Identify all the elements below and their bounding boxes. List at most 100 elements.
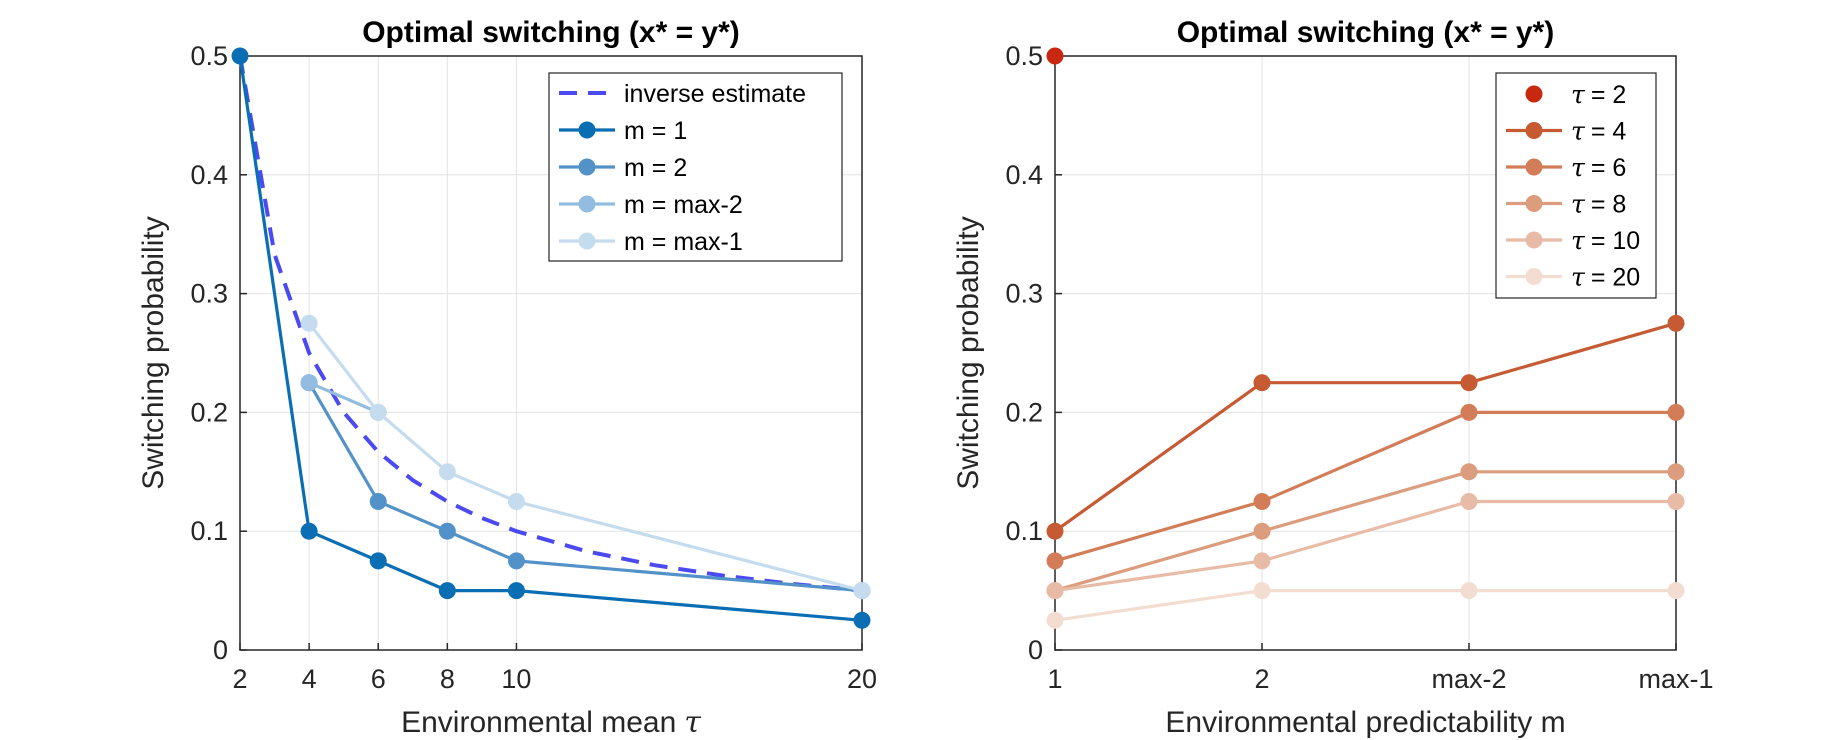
y-tick-label: 0.1 xyxy=(1005,516,1043,546)
series-line xyxy=(1054,499,1676,593)
legend-entry: m = 1 xyxy=(559,117,687,145)
data-point xyxy=(1667,493,1685,510)
data-point xyxy=(369,552,387,570)
data-point xyxy=(1046,552,1064,570)
legend-entry: τ = 4 xyxy=(1506,117,1626,146)
legend-marker xyxy=(1525,85,1543,103)
data-point xyxy=(300,374,318,392)
series-1 xyxy=(231,47,871,629)
legend-symbol: τ xyxy=(1571,263,1586,292)
legend-label: τ = 10 xyxy=(1571,226,1640,255)
x-tick-label: 10 xyxy=(501,664,531,694)
legend-label: m = max-1 xyxy=(624,228,743,256)
y-axis-label: Switching probability xyxy=(137,216,170,489)
data-point xyxy=(507,493,525,510)
right-chart: 1 2 max-2 max-1 0 0.1 0.2 0.3 0.4 0.5 Optimal swit… xyxy=(952,16,1714,739)
legend-label: τ = 6 xyxy=(1571,153,1626,182)
y-tick-label: 0.4 xyxy=(1005,160,1043,190)
y-tick-label: 0.3 xyxy=(1005,279,1043,309)
x-axis-label: Environmental mean τ xyxy=(401,705,701,740)
legend-marker xyxy=(578,158,596,176)
series-5 xyxy=(1046,582,1685,629)
legend-entry: m = max-2 xyxy=(559,191,743,219)
x-tick-label: 6 xyxy=(371,664,386,694)
data-point xyxy=(507,582,525,600)
data-point xyxy=(1667,403,1685,421)
data-point xyxy=(1046,611,1064,629)
legend-entry: τ = 6 xyxy=(1506,153,1626,182)
legend-marker xyxy=(578,195,596,213)
data-point xyxy=(438,463,456,481)
x-tick-label: 2 xyxy=(232,664,247,694)
series-line xyxy=(307,322,863,593)
y-tick-label: 0.1 xyxy=(190,516,228,546)
legend-label: τ = 4 xyxy=(1571,117,1626,146)
y-tick-label: 0.3 xyxy=(190,279,228,309)
data-point xyxy=(231,47,249,65)
data-point xyxy=(853,582,871,600)
legend-entry: m = max-1 xyxy=(559,228,743,256)
x-axis-label: Environmental predictability m xyxy=(1165,706,1565,739)
data-point xyxy=(1460,493,1478,510)
legend-entry: τ = 8 xyxy=(1506,190,1626,219)
data-point xyxy=(1667,314,1685,332)
legend-entry: τ = 2 xyxy=(1525,80,1626,109)
legend-symbol: τ xyxy=(1571,117,1586,146)
data-point xyxy=(853,611,871,629)
data-point xyxy=(1253,552,1271,570)
data-point xyxy=(1253,522,1271,540)
data-point xyxy=(507,552,525,570)
data-point xyxy=(1253,374,1271,392)
series-line xyxy=(1054,470,1676,593)
data-point xyxy=(369,403,387,421)
axes-box xyxy=(239,55,863,651)
legend-label: m = max-2 xyxy=(624,191,743,219)
legend-symbol: τ xyxy=(1571,153,1586,182)
legend-label: τ = 2 xyxy=(1571,80,1626,109)
series-4 xyxy=(1046,493,1685,600)
legend-symbol: τ xyxy=(1571,190,1586,219)
data-point xyxy=(1460,374,1478,392)
data-point xyxy=(438,582,456,600)
y-axis-label: Switching probability xyxy=(952,216,985,489)
x-tick-label: max-2 xyxy=(1431,664,1506,694)
data-point xyxy=(1460,582,1478,600)
x-tick-label: 8 xyxy=(440,664,455,694)
left-chart: 2 4 6 8 10 20 0 0.1 0.2 0.3 0.4 0.5 Optimal switchin… xyxy=(137,16,877,740)
y-tick-label: 0.2 xyxy=(190,397,228,427)
data-point xyxy=(369,493,387,510)
series-line xyxy=(1054,588,1676,622)
series-line xyxy=(308,381,379,414)
data-point xyxy=(300,314,318,332)
x-tick-label: 20 xyxy=(847,664,877,694)
legend-marker xyxy=(1525,122,1543,139)
series-line xyxy=(238,55,863,593)
chart-title: Optimal switching (x* = y*) xyxy=(1177,16,1555,49)
legend-symbol: τ xyxy=(1571,226,1586,255)
axes-box xyxy=(1054,55,1677,651)
data-point xyxy=(1046,582,1064,600)
legend-entry: τ = 20 xyxy=(1506,263,1640,292)
legend-symbol: τ xyxy=(1571,80,1586,109)
series-line xyxy=(1054,410,1676,563)
series-line xyxy=(307,381,863,593)
series-0 xyxy=(1046,47,1064,65)
data-point xyxy=(438,522,456,540)
legend-marker xyxy=(578,121,596,139)
data-point xyxy=(300,522,318,540)
legend-entry: inverse estimate xyxy=(559,80,806,108)
y-tick-label: 0.5 xyxy=(1005,41,1043,71)
legend-marker xyxy=(1525,158,1543,176)
series-4 xyxy=(300,314,871,600)
data-point xyxy=(1046,522,1064,540)
legend: τ = 2 τ = 4 τ = 6 τ = 8 τ = 10 τ = 20 xyxy=(1495,72,1657,299)
x-tick-label: 4 xyxy=(302,664,317,694)
legend-label: τ = 8 xyxy=(1571,190,1626,219)
y-tick-label: 0 xyxy=(213,635,228,665)
y-tick-label: 0.2 xyxy=(1005,397,1043,427)
legend-label: m = 2 xyxy=(624,154,687,182)
legend: inverse estimate m = 1 m = 2 m = max-2 m = m… xyxy=(548,72,843,262)
series-3 xyxy=(1046,463,1685,600)
legend-marker xyxy=(1525,268,1543,285)
